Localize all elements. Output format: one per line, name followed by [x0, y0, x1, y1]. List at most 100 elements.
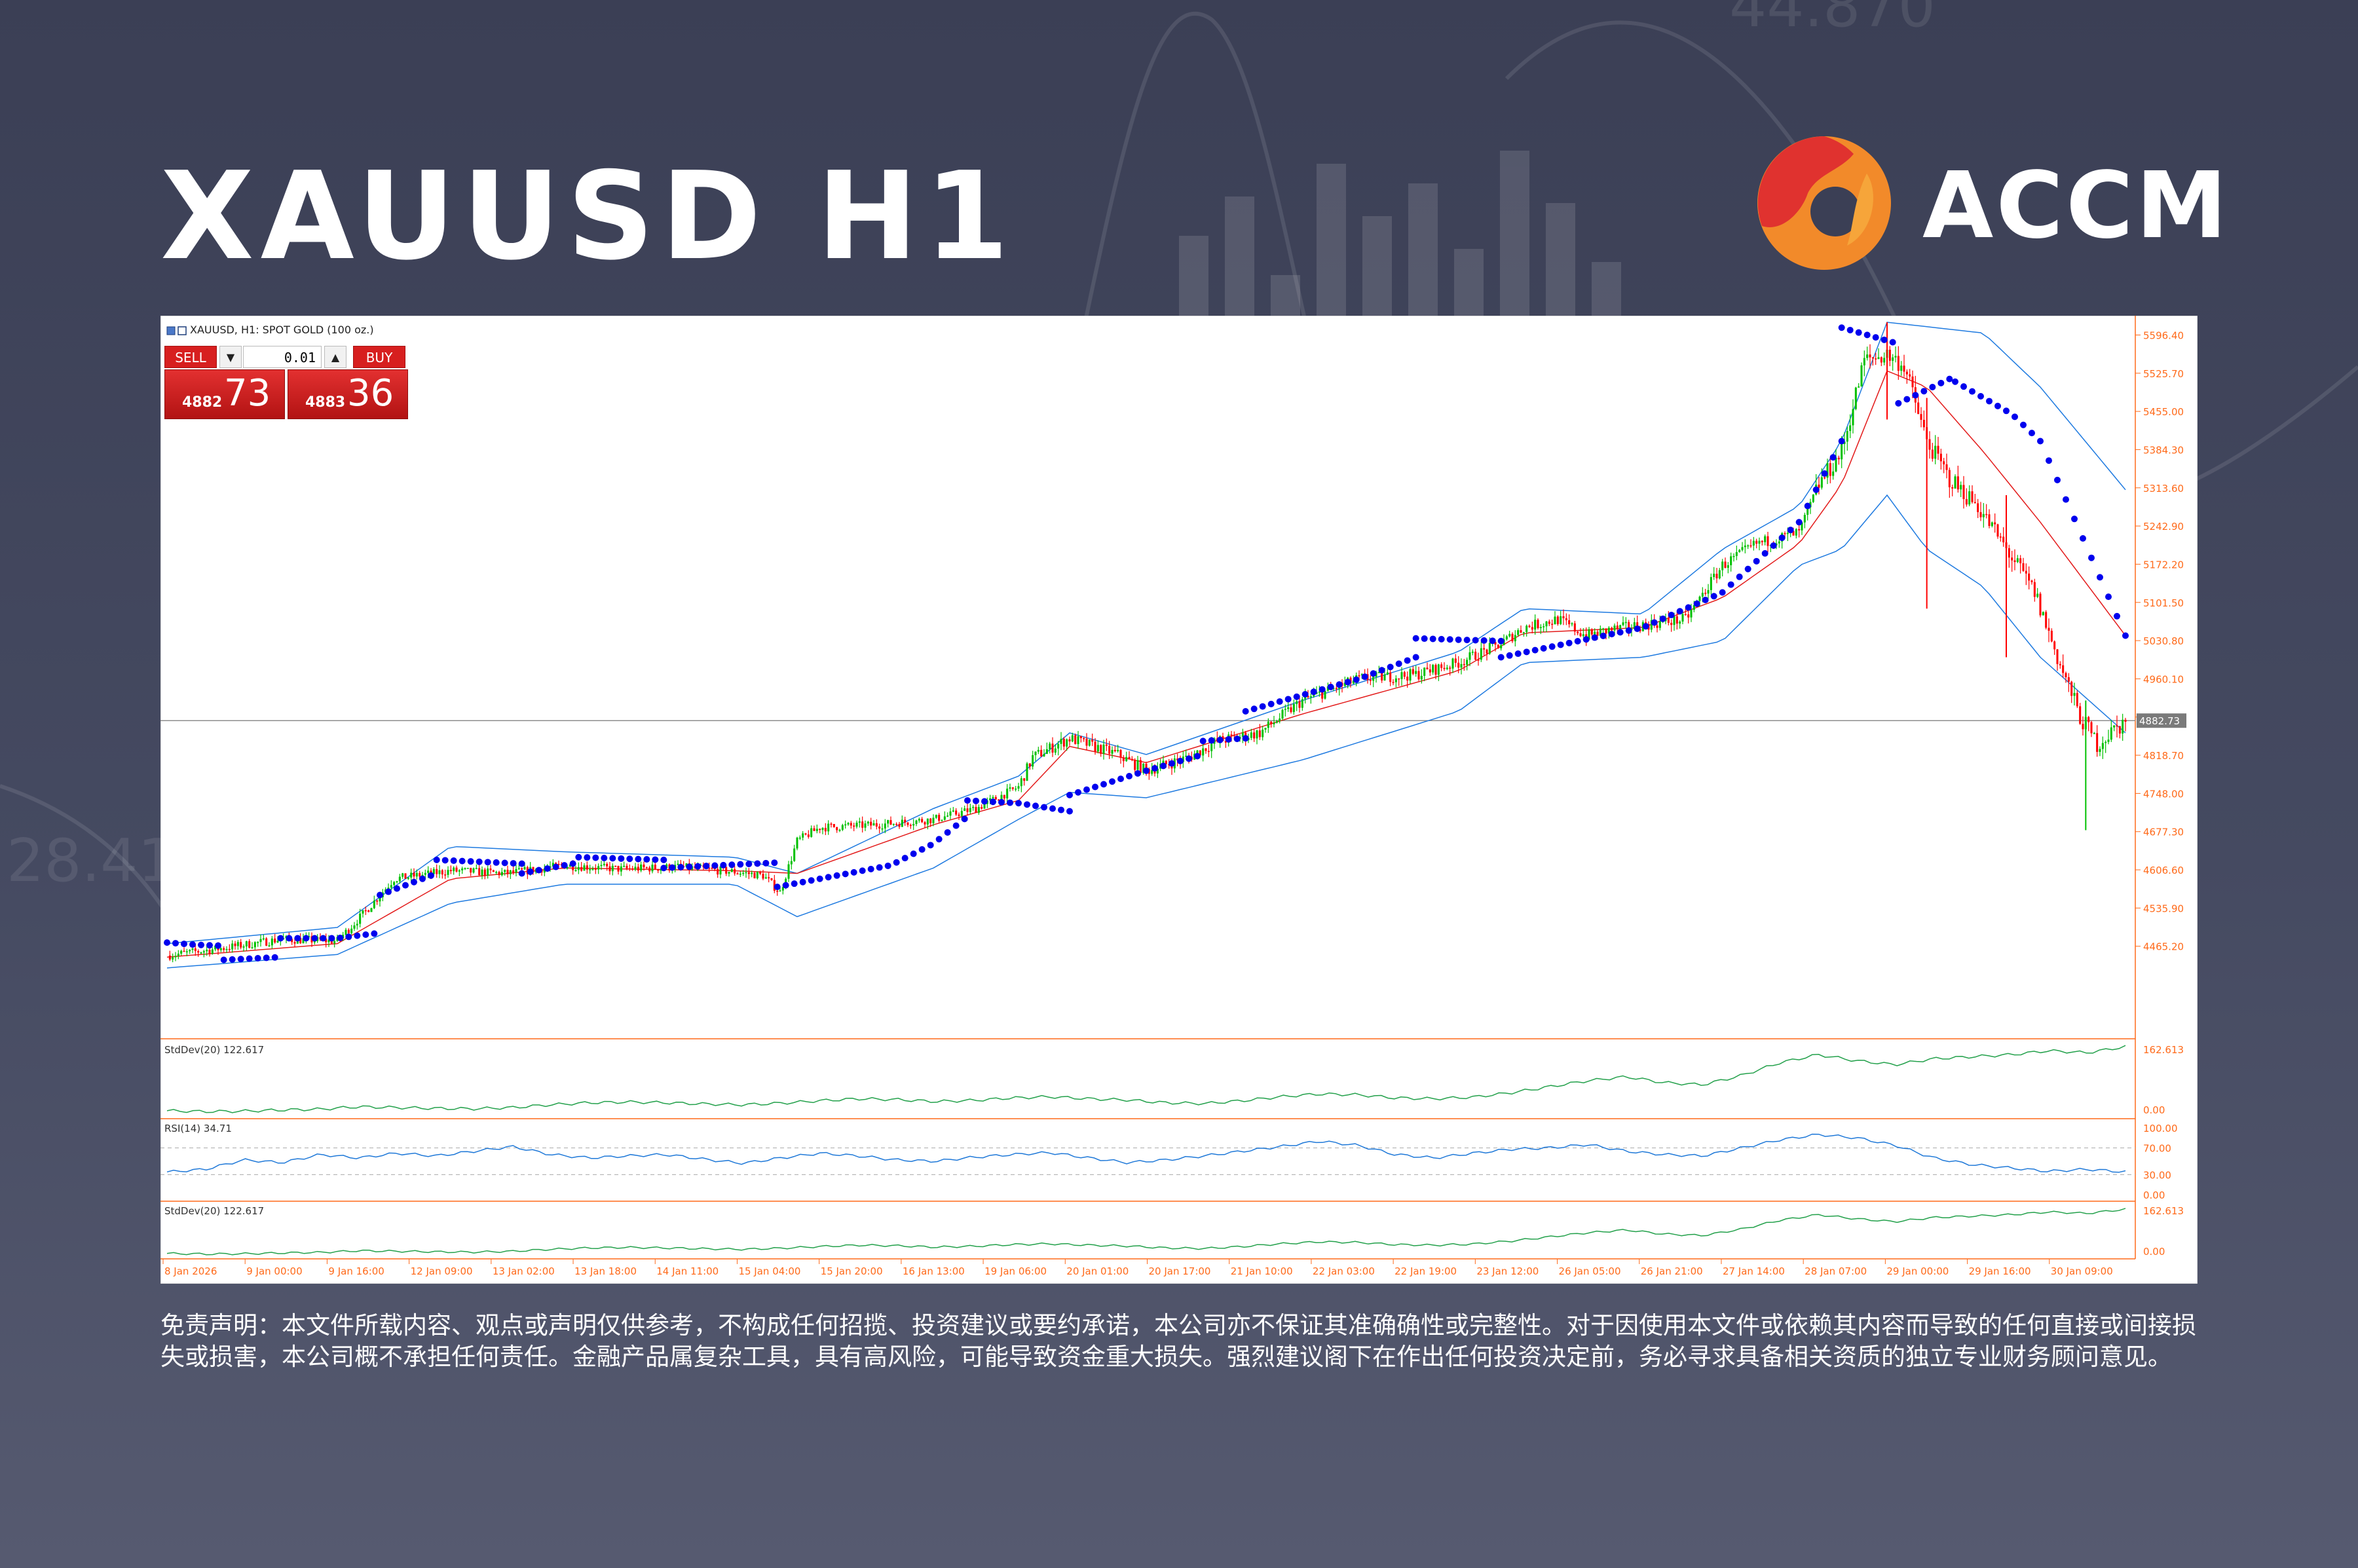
candle-body [449, 870, 452, 872]
candle-body [1119, 750, 1122, 758]
candle-body [1812, 495, 1814, 502]
candle-body [1903, 365, 1905, 372]
candle-body [1096, 745, 1099, 752]
sar-dot [1463, 637, 1470, 644]
sell-button[interactable]: SELL [164, 346, 217, 368]
candle-body [730, 868, 733, 872]
candle-body [966, 808, 969, 812]
candle-body [626, 865, 628, 868]
price-tick-label: 5172.20 [2143, 559, 2184, 570]
candle-body [1784, 532, 1786, 534]
candle-body [1996, 524, 1999, 537]
buy-price-box[interactable]: 4883 36 [288, 369, 408, 419]
candle-body [302, 938, 305, 944]
triangle-down-icon[interactable]: ▼ [219, 346, 242, 368]
candle-body [359, 913, 362, 924]
candle-body [1006, 789, 1009, 799]
candle-body [1488, 643, 1491, 654]
candle-body [1658, 621, 1661, 628]
candle-body [938, 815, 941, 821]
candle-body [2113, 725, 2116, 728]
candle-body [1514, 635, 1516, 642]
one-click-trading-panel[interactable]: SELL ▼ 0.01 ▲ BUY 4882 73 4883 36 [164, 346, 408, 420]
candle-body [1795, 529, 1797, 536]
candle-body [1520, 630, 1522, 633]
triangle-up-icon[interactable]: ▲ [324, 346, 346, 368]
time-tick-label: 16 Jan 13:00 [903, 1265, 965, 1277]
sar-dot [1310, 688, 1317, 696]
sar-dot [1617, 629, 1624, 636]
candle-body [1974, 502, 1976, 504]
candle-body [1858, 386, 1860, 388]
candle-body [989, 798, 992, 801]
candle-body [1156, 768, 1159, 774]
candle-body [1562, 616, 1565, 618]
candle-body [1534, 620, 1537, 630]
chart-frame[interactable]: XAUUSD, H1: SPOT GOLD (100 oz.) 5596.40 5… [160, 316, 2198, 1284]
sar-dot [411, 878, 417, 886]
buy-button[interactable]: BUY [353, 346, 405, 368]
candle-body [1185, 755, 1188, 757]
candle-body [234, 943, 236, 946]
candle-body [1675, 616, 1678, 624]
candle-body [1971, 491, 1974, 502]
time-tick-label: 15 Jan 04:00 [738, 1265, 800, 1277]
chart-border [160, 316, 2198, 1284]
candle-body [362, 910, 364, 914]
price-chart[interactable]: XAUUSD, H1: SPOT GOLD (100 oz.) 5596.40 5… [160, 316, 2198, 1284]
candle-body [200, 952, 202, 954]
sar-dot [320, 935, 327, 942]
candle-body [1398, 678, 1400, 680]
candle-body [1321, 692, 1324, 699]
sar-dot [833, 872, 840, 879]
sar-dot [1041, 804, 1047, 811]
candle-body [1508, 633, 1511, 637]
time-tick-label: 8 Jan 2026 [164, 1265, 217, 1277]
candle-body [994, 796, 997, 800]
sar-dot [961, 815, 968, 823]
candle-body [2039, 593, 2042, 616]
candle-body [504, 869, 506, 872]
candle-body [807, 834, 810, 837]
candle-body [645, 867, 648, 868]
candle-body [1909, 374, 1911, 377]
sell-price-box[interactable]: 4882 73 [164, 369, 285, 419]
candle-body [600, 865, 603, 867]
lot-size-input[interactable]: 0.01 [243, 346, 322, 368]
sar-dot [1429, 635, 1436, 643]
price-tick-label: 4960.10 [2143, 673, 2184, 685]
buy-price-prefix: 4883 [305, 394, 346, 411]
sar-dot [263, 954, 270, 961]
sar-dot [510, 860, 517, 867]
candle-body [441, 870, 443, 875]
candle-body [2002, 536, 2005, 543]
price-tick-label: 5384.30 [2143, 444, 2184, 456]
candle-body [1241, 732, 1244, 737]
candle-body [1054, 748, 1057, 753]
candle-body [1573, 623, 1576, 632]
sar-dot [745, 861, 753, 868]
time-tick-label: 22 Jan 19:00 [1394, 1265, 1457, 1277]
sar-dot [428, 872, 434, 879]
candle-body [1417, 671, 1420, 680]
price-tick-label: 4465.20 [2143, 941, 2184, 953]
candle-body [872, 823, 875, 826]
candle-body [487, 868, 489, 876]
candle-body [1023, 778, 1026, 781]
candle-body [1083, 738, 1085, 739]
sar-dot [518, 860, 525, 867]
sar-dot [1929, 384, 1936, 390]
sar-dot [799, 878, 806, 886]
sar-dot [1812, 486, 1820, 493]
time-tick-label: 14 Jan 11:00 [656, 1265, 719, 1277]
candle-body [1911, 376, 1914, 388]
sar-dot [842, 870, 849, 878]
candle-body [798, 837, 801, 839]
sar-dot [1344, 679, 1351, 686]
candle-body [1894, 356, 1897, 358]
candle-body [569, 864, 571, 867]
sar-dot [626, 855, 633, 863]
sar-dot [1795, 519, 1803, 526]
candle-body [1182, 756, 1184, 762]
candle-body [611, 865, 614, 872]
